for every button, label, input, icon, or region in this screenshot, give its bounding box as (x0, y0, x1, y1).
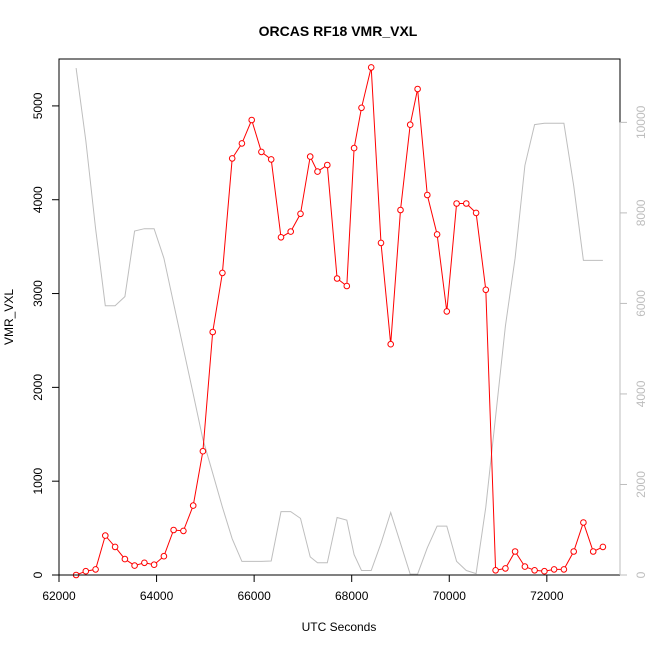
series-1-point (599, 543, 607, 551)
y-tick-label: 0 (31, 571, 45, 578)
series-1-point (492, 567, 499, 574)
y2-axis: 0 2000 4000 6000 8000 10000 (619, 105, 648, 578)
series-1-point (277, 234, 285, 241)
y-axis: 0 1000 2000 3000 4000 5000 (31, 92, 60, 578)
series-1-point (343, 282, 351, 290)
series-1-point (160, 552, 168, 560)
series-1-point (433, 231, 441, 238)
series-1-point (248, 116, 255, 124)
series-1-point (406, 121, 414, 128)
y-tick-label: 4000 (31, 186, 45, 213)
series-1-point (358, 104, 365, 112)
series-1-point (209, 328, 216, 336)
chart-title: ORCAS RF18 VMR_VXL (259, 23, 418, 39)
series-1-point (387, 340, 395, 348)
x-axis-label: UTC Seconds (302, 620, 377, 634)
series-1-point (228, 155, 236, 162)
y-tick-label: 1000 (31, 468, 45, 495)
x-tick-label: 70000 (433, 589, 467, 603)
series-1-point (521, 563, 529, 570)
y-tick-label: 2000 (31, 374, 45, 401)
series-1-point (141, 559, 148, 567)
series-1-point (482, 286, 490, 294)
series-1-point (111, 543, 119, 551)
series-1-point (121, 555, 129, 563)
series-1-point (443, 308, 451, 315)
series-1-point (589, 548, 597, 555)
series-1-point (560, 566, 568, 573)
series-1-point (453, 200, 460, 207)
series-1-point (219, 269, 226, 277)
series-1-point (541, 567, 548, 575)
y-axis-label: VMR_VXL (2, 289, 16, 345)
y-tick-label: 5000 (31, 92, 45, 119)
series-1-point (314, 168, 321, 175)
y2-tick-label: 4000 (634, 380, 648, 407)
series-1-point (92, 566, 99, 573)
y2-tick-label: 8000 (634, 199, 648, 226)
plot-frame (58, 58, 621, 576)
series-1-point (102, 532, 109, 539)
series-1-point (297, 210, 304, 218)
series-1-point (424, 191, 431, 199)
y2-tick-label: 2000 (634, 471, 648, 498)
series-1-point (550, 566, 558, 573)
x-tick-label: 68000 (335, 589, 369, 603)
x-tick-label: 72000 (530, 589, 564, 603)
series-1-point (580, 519, 587, 526)
series-1-point (367, 64, 375, 71)
series-1-point (82, 567, 90, 575)
series-1-point (150, 561, 158, 569)
series-1-point (258, 148, 265, 156)
series-layer (72, 64, 607, 579)
y2-tick-label: 0 (634, 571, 648, 578)
series-1-point (189, 502, 197, 509)
series-1-point (267, 156, 275, 163)
series-1-point (531, 567, 538, 574)
series-1-point (180, 527, 187, 535)
x-tick-label: 66000 (237, 589, 271, 603)
series-1-point (199, 447, 207, 455)
x-tick-label: 62000 (42, 589, 76, 603)
series-1-point (131, 562, 138, 569)
series-1-point (570, 548, 578, 555)
series-1-point (287, 228, 295, 235)
series-1-point (397, 206, 404, 214)
series-1-point (350, 144, 358, 152)
series-1-point (511, 548, 519, 555)
series-1-point (472, 209, 480, 217)
series-1-point (463, 200, 470, 207)
x-tick-label: 64000 (140, 589, 174, 603)
y2-tick-label: 6000 (634, 290, 648, 317)
x-axis: 62000 64000 66000 68000 70000 72000 (42, 574, 564, 603)
series-1-point (333, 275, 341, 282)
series-1-point (238, 140, 246, 147)
series-2-line (75, 68, 603, 575)
series-1-point (306, 153, 314, 160)
y2-tick-label: 10000 (634, 105, 648, 139)
series-1-line (75, 67, 604, 576)
series-1-point (502, 565, 509, 572)
y-tick-label: 3000 (31, 280, 45, 307)
series-1-point (377, 239, 385, 247)
series-1-point (324, 161, 331, 169)
series-1-point (170, 526, 177, 534)
series-1-point (414, 85, 421, 93)
